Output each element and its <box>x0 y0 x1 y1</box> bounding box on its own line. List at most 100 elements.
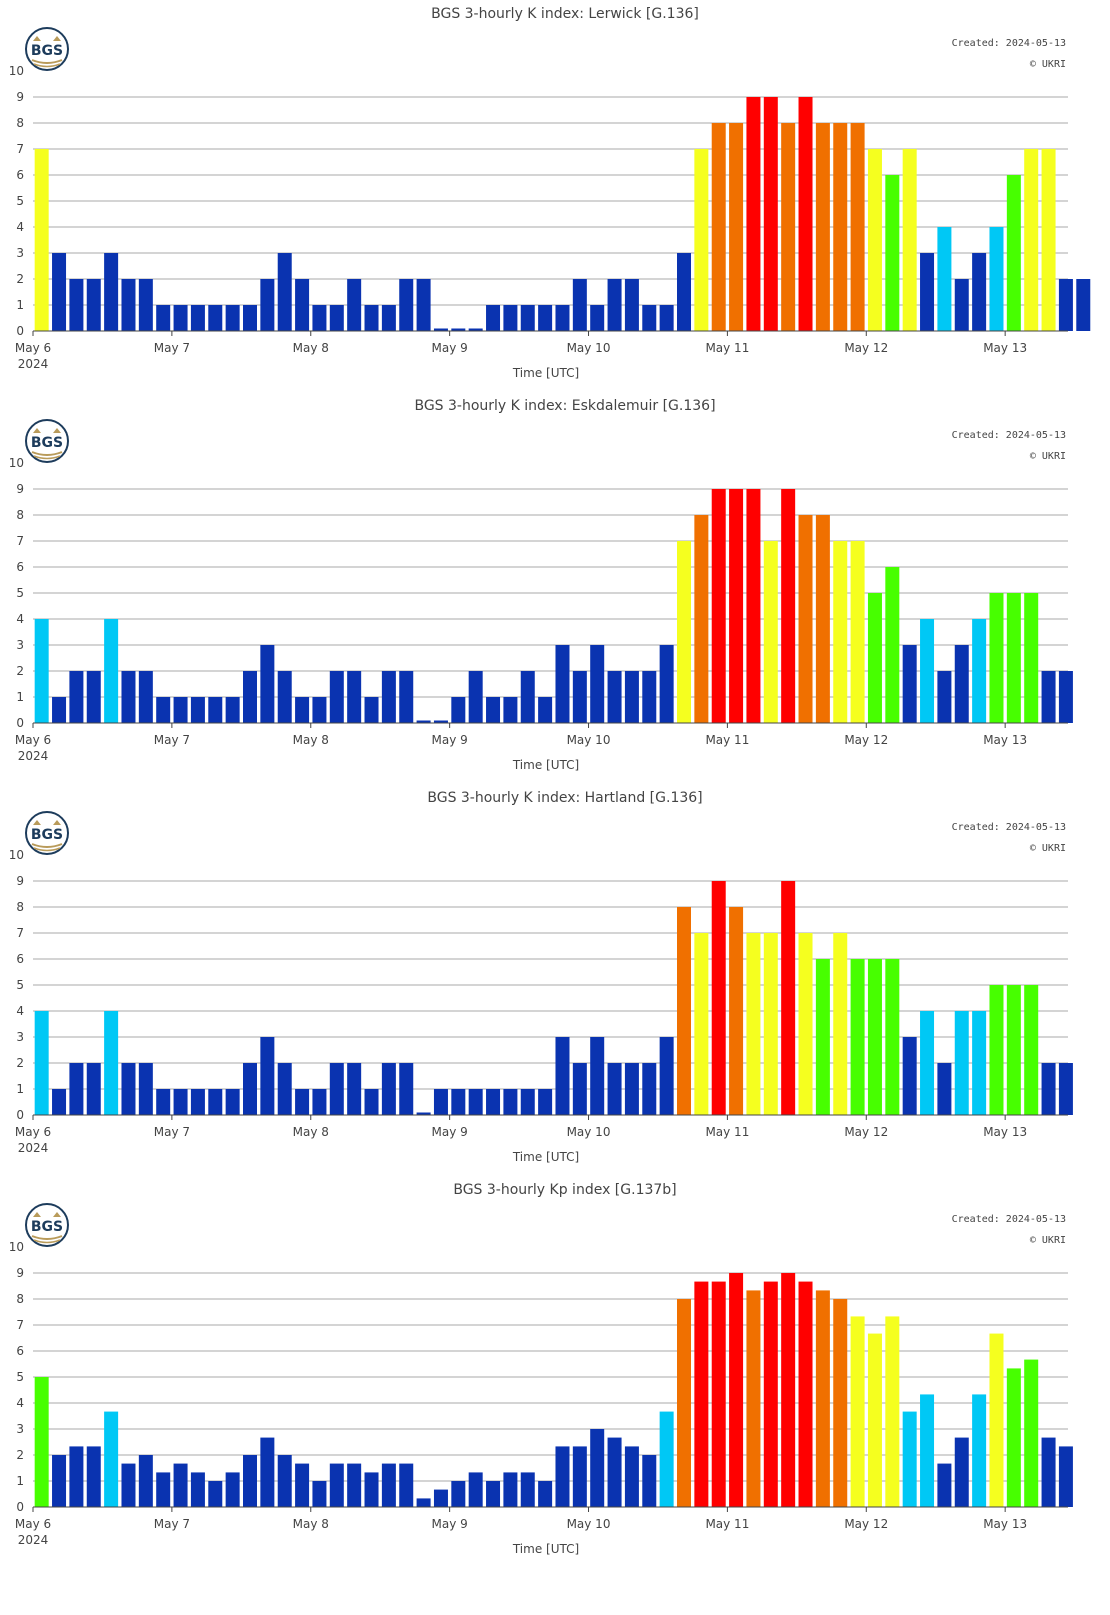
k-bar <box>642 1455 657 1507</box>
y-tick-label: 10 <box>9 1240 24 1254</box>
x-tick-label: May 10 <box>567 341 611 355</box>
k-bar <box>815 123 830 331</box>
k-bar <box>624 1446 639 1507</box>
bgs-logo: BGS <box>25 27 69 71</box>
chart-title: BGS 3-hourly K index: Hartland [G.136] <box>427 790 702 806</box>
k-bar <box>677 1299 691 1507</box>
k-bar <box>954 279 969 331</box>
y-tick-label: 2 <box>16 1448 24 1462</box>
k-bar <box>329 671 344 723</box>
k-bar <box>243 1063 257 1115</box>
k-bar <box>763 1281 778 1507</box>
k-bar <box>920 619 935 723</box>
y-tick-label: 9 <box>16 1266 24 1280</box>
k-bar <box>520 671 535 723</box>
k-bar <box>590 1037 605 1115</box>
k-bar <box>989 985 1004 1115</box>
k-bar <box>1024 149 1039 331</box>
k-bar <box>503 305 518 331</box>
x-tick-label: May 6 <box>15 341 51 355</box>
x-tick-label: May 10 <box>567 1517 611 1531</box>
k-bar <box>69 1446 84 1507</box>
k-bar <box>121 279 136 331</box>
x-tick-label: May 10 <box>567 1125 611 1139</box>
chart-title: BGS 3-hourly K index: Eskdalemuir [G.136… <box>414 398 715 414</box>
k-bar <box>138 671 153 723</box>
k-bar <box>173 1463 188 1507</box>
k-bar <box>590 645 605 723</box>
k-bar <box>867 593 882 723</box>
k-bar <box>815 959 830 1115</box>
k-bar <box>381 1063 396 1115</box>
x-tick-label: May 10 <box>567 733 611 747</box>
x-tick-label: May 12 <box>844 341 888 355</box>
k-bar <box>850 123 865 331</box>
k-bar <box>468 671 483 723</box>
y-tick-label: 5 <box>16 1370 24 1384</box>
k-bar <box>1041 149 1056 331</box>
y-tick-label: 3 <box>16 246 24 260</box>
y-tick-label: 6 <box>16 952 24 966</box>
k-bar <box>1006 593 1021 723</box>
k-bar <box>815 515 830 723</box>
x-tick-label: May 9 <box>432 1517 468 1531</box>
k-bar <box>1058 1446 1073 1507</box>
k-bar <box>781 1273 796 1507</box>
k-bar <box>86 279 101 331</box>
k-bar <box>867 149 882 331</box>
k-bar <box>937 1063 952 1115</box>
k-bar <box>920 1394 935 1507</box>
k-bar <box>729 1273 744 1507</box>
k-bar <box>989 227 1004 331</box>
x-year-label: 2024 <box>18 1533 49 1547</box>
k-bar <box>138 1063 153 1115</box>
k-bar <box>486 697 501 723</box>
k-bar <box>329 1463 344 1507</box>
k-bar <box>1058 671 1073 723</box>
k-bar <box>746 933 761 1115</box>
y-tick-label: 8 <box>16 508 24 522</box>
k-bar <box>694 933 709 1115</box>
k-bar <box>902 1411 917 1507</box>
k-bar <box>850 541 865 723</box>
k-bar <box>277 1063 292 1115</box>
k-bar <box>867 959 882 1115</box>
k-bar <box>295 1463 310 1507</box>
k-bar <box>190 697 205 723</box>
k-bar <box>1076 279 1091 331</box>
k-bar <box>312 1089 327 1115</box>
copyright-label: © UKRI <box>1030 451 1066 462</box>
k-bar <box>104 1411 119 1507</box>
k-bar <box>364 697 379 723</box>
k-bar <box>555 305 570 331</box>
k-bar <box>885 1316 900 1507</box>
k-bar <box>954 1437 969 1507</box>
k-bar <box>138 279 153 331</box>
k-bar <box>954 1011 969 1115</box>
k-bar <box>173 1089 188 1115</box>
k-bar <box>711 881 726 1115</box>
y-tick-label: 8 <box>16 900 24 914</box>
k-bar <box>972 253 987 331</box>
k-bar <box>52 1089 67 1115</box>
k-bar <box>104 1011 119 1115</box>
k-bar <box>381 671 396 723</box>
logo-text: BGS <box>31 43 63 59</box>
y-tick-label: 8 <box>16 1292 24 1306</box>
k-bar <box>416 1498 431 1507</box>
x-tick-label: May 12 <box>844 1125 888 1139</box>
k-bar <box>972 619 987 723</box>
created-label: Created: 2024-05-13 <box>952 38 1066 49</box>
x-tick-label: May 8 <box>293 1517 329 1531</box>
k-bar <box>1006 175 1021 331</box>
x-tick-label: May 11 <box>705 1517 749 1531</box>
k-bar <box>34 1377 49 1507</box>
y-tick-label: 7 <box>16 926 24 940</box>
k-bar <box>885 567 900 723</box>
k-bar <box>555 1037 570 1115</box>
k-bar <box>208 305 223 331</box>
y-tick-label: 0 <box>16 716 24 730</box>
k-bar <box>798 97 813 331</box>
k-bar <box>833 123 848 331</box>
k-bar <box>677 907 691 1115</box>
